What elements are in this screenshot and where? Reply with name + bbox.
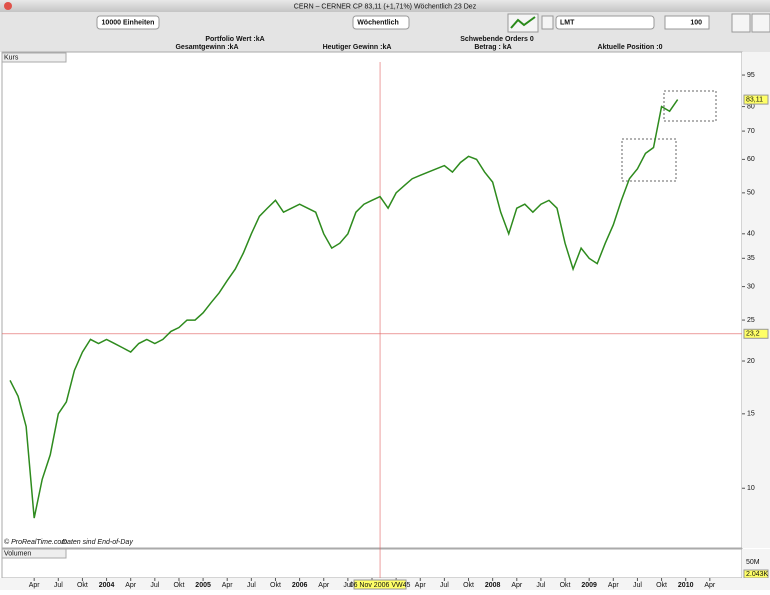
y-tick-label: 20 (747, 358, 755, 365)
y-tick-label: 40 (747, 231, 755, 238)
period-select[interactable] (352, 15, 410, 30)
x-tick-label: Okt (463, 582, 474, 589)
tool-button[interactable] (541, 15, 554, 30)
panel-header (1, 548, 67, 559)
footer: © ProRealTime.com (4, 538, 67, 546)
x-tick-label: 2010 (678, 582, 694, 589)
x-tick-label: Apr (704, 582, 716, 589)
period: Wöchentlich (357, 19, 399, 26)
x-tick-label: 2004 (99, 582, 115, 589)
buy-button[interactable] (731, 13, 751, 33)
x-tick-label: Jul (536, 582, 545, 589)
close-button[interactable] (4, 2, 12, 10)
x-tick-label: Apr (511, 582, 523, 589)
volume-scale: 50M (746, 559, 760, 566)
x-tick-label: 2005 (195, 582, 211, 589)
sell-button[interactable] (751, 13, 770, 33)
x-tick-label: Okt (77, 582, 88, 589)
quantity-select[interactable] (96, 15, 160, 30)
panel-header (1, 52, 67, 63)
y-tick-label: 50 (747, 190, 755, 197)
position: Aktuelle Position :0 (598, 44, 663, 51)
y-tick-label: 10 (747, 485, 755, 492)
y-tick-label: 35 (747, 255, 755, 262)
window-title: CERN – CERNER CP 83,11 (+1,71%) Wöchentl… (294, 3, 477, 10)
y-axis-area (742, 52, 770, 548)
price-line (9, 99, 679, 519)
selection-box (663, 90, 717, 122)
volume-last: 2.043K (746, 571, 769, 578)
x-tick-label: Apr (222, 582, 234, 589)
x-tick-label: Apr (125, 582, 137, 589)
x-tick-label: Okt (270, 582, 281, 589)
crosshair-date-box (353, 579, 407, 590)
order-type: LMT (560, 19, 575, 26)
x-tick-label: Jul (440, 582, 449, 589)
today-gain: Heutiger Gewinn :kA (323, 44, 392, 51)
y-tick-label: 25 (747, 317, 755, 324)
order-type-select[interactable] (555, 15, 655, 30)
x-tick-label: Apr (318, 582, 330, 589)
quantity: 10000 Einheiten (102, 19, 155, 26)
panel-label: Kurs (4, 54, 19, 61)
x-tick-label: Okt (560, 582, 571, 589)
x-tick-label: Jul (150, 582, 159, 589)
x-tick-label: Jul (343, 582, 352, 589)
portfolio-value: Portfolio Wert :kA (205, 36, 264, 43)
y-tick-label: 15 (747, 411, 755, 418)
x-tick-label: Apr (29, 582, 41, 589)
y-tick-label: 80 (747, 103, 755, 110)
x-tick-label: 2008 (485, 582, 501, 589)
pending-orders: Schwebende Orders 0 (460, 36, 534, 43)
icon (510, 16, 536, 29)
x-tick-label: Apr (415, 582, 427, 589)
crosshair-label-box (743, 328, 769, 339)
volume-panel (1, 548, 743, 579)
last-price-box (743, 94, 769, 105)
x-tick-label: 2006 (292, 582, 308, 589)
volume-label: Volumen (4, 550, 31, 557)
footer-note: Daten sind End-of-Day (62, 539, 133, 546)
x-tick-label: Apr (608, 582, 620, 589)
price-panel (1, 51, 743, 549)
y-tick-label: 70 (747, 128, 755, 135)
y-tick-label: 95 (747, 72, 755, 79)
amount-info: Betrag : kA (474, 44, 511, 51)
crosshair-label: 23,2 (746, 331, 760, 338)
crosshair-date: 06 Nov 2006 VW45 (350, 582, 411, 589)
x-tick-label: Okt (174, 582, 185, 589)
x-tick-label: 2009 (581, 582, 597, 589)
title-bar (0, 0, 770, 12)
x-tick-label: Jul (633, 582, 642, 589)
y-tick-label: 60 (747, 156, 755, 163)
y-tick-label: 30 (747, 283, 755, 290)
amount: 100 (690, 19, 702, 26)
x-tick-label: Jul (54, 582, 63, 589)
total-gain: Gesamtgewinn :kA (175, 44, 238, 51)
x-tick-label: Jul (247, 582, 256, 589)
last-price: 83,11 (746, 96, 763, 103)
amount-input[interactable] (664, 15, 710, 30)
x-tick-label: Okt (656, 582, 667, 589)
